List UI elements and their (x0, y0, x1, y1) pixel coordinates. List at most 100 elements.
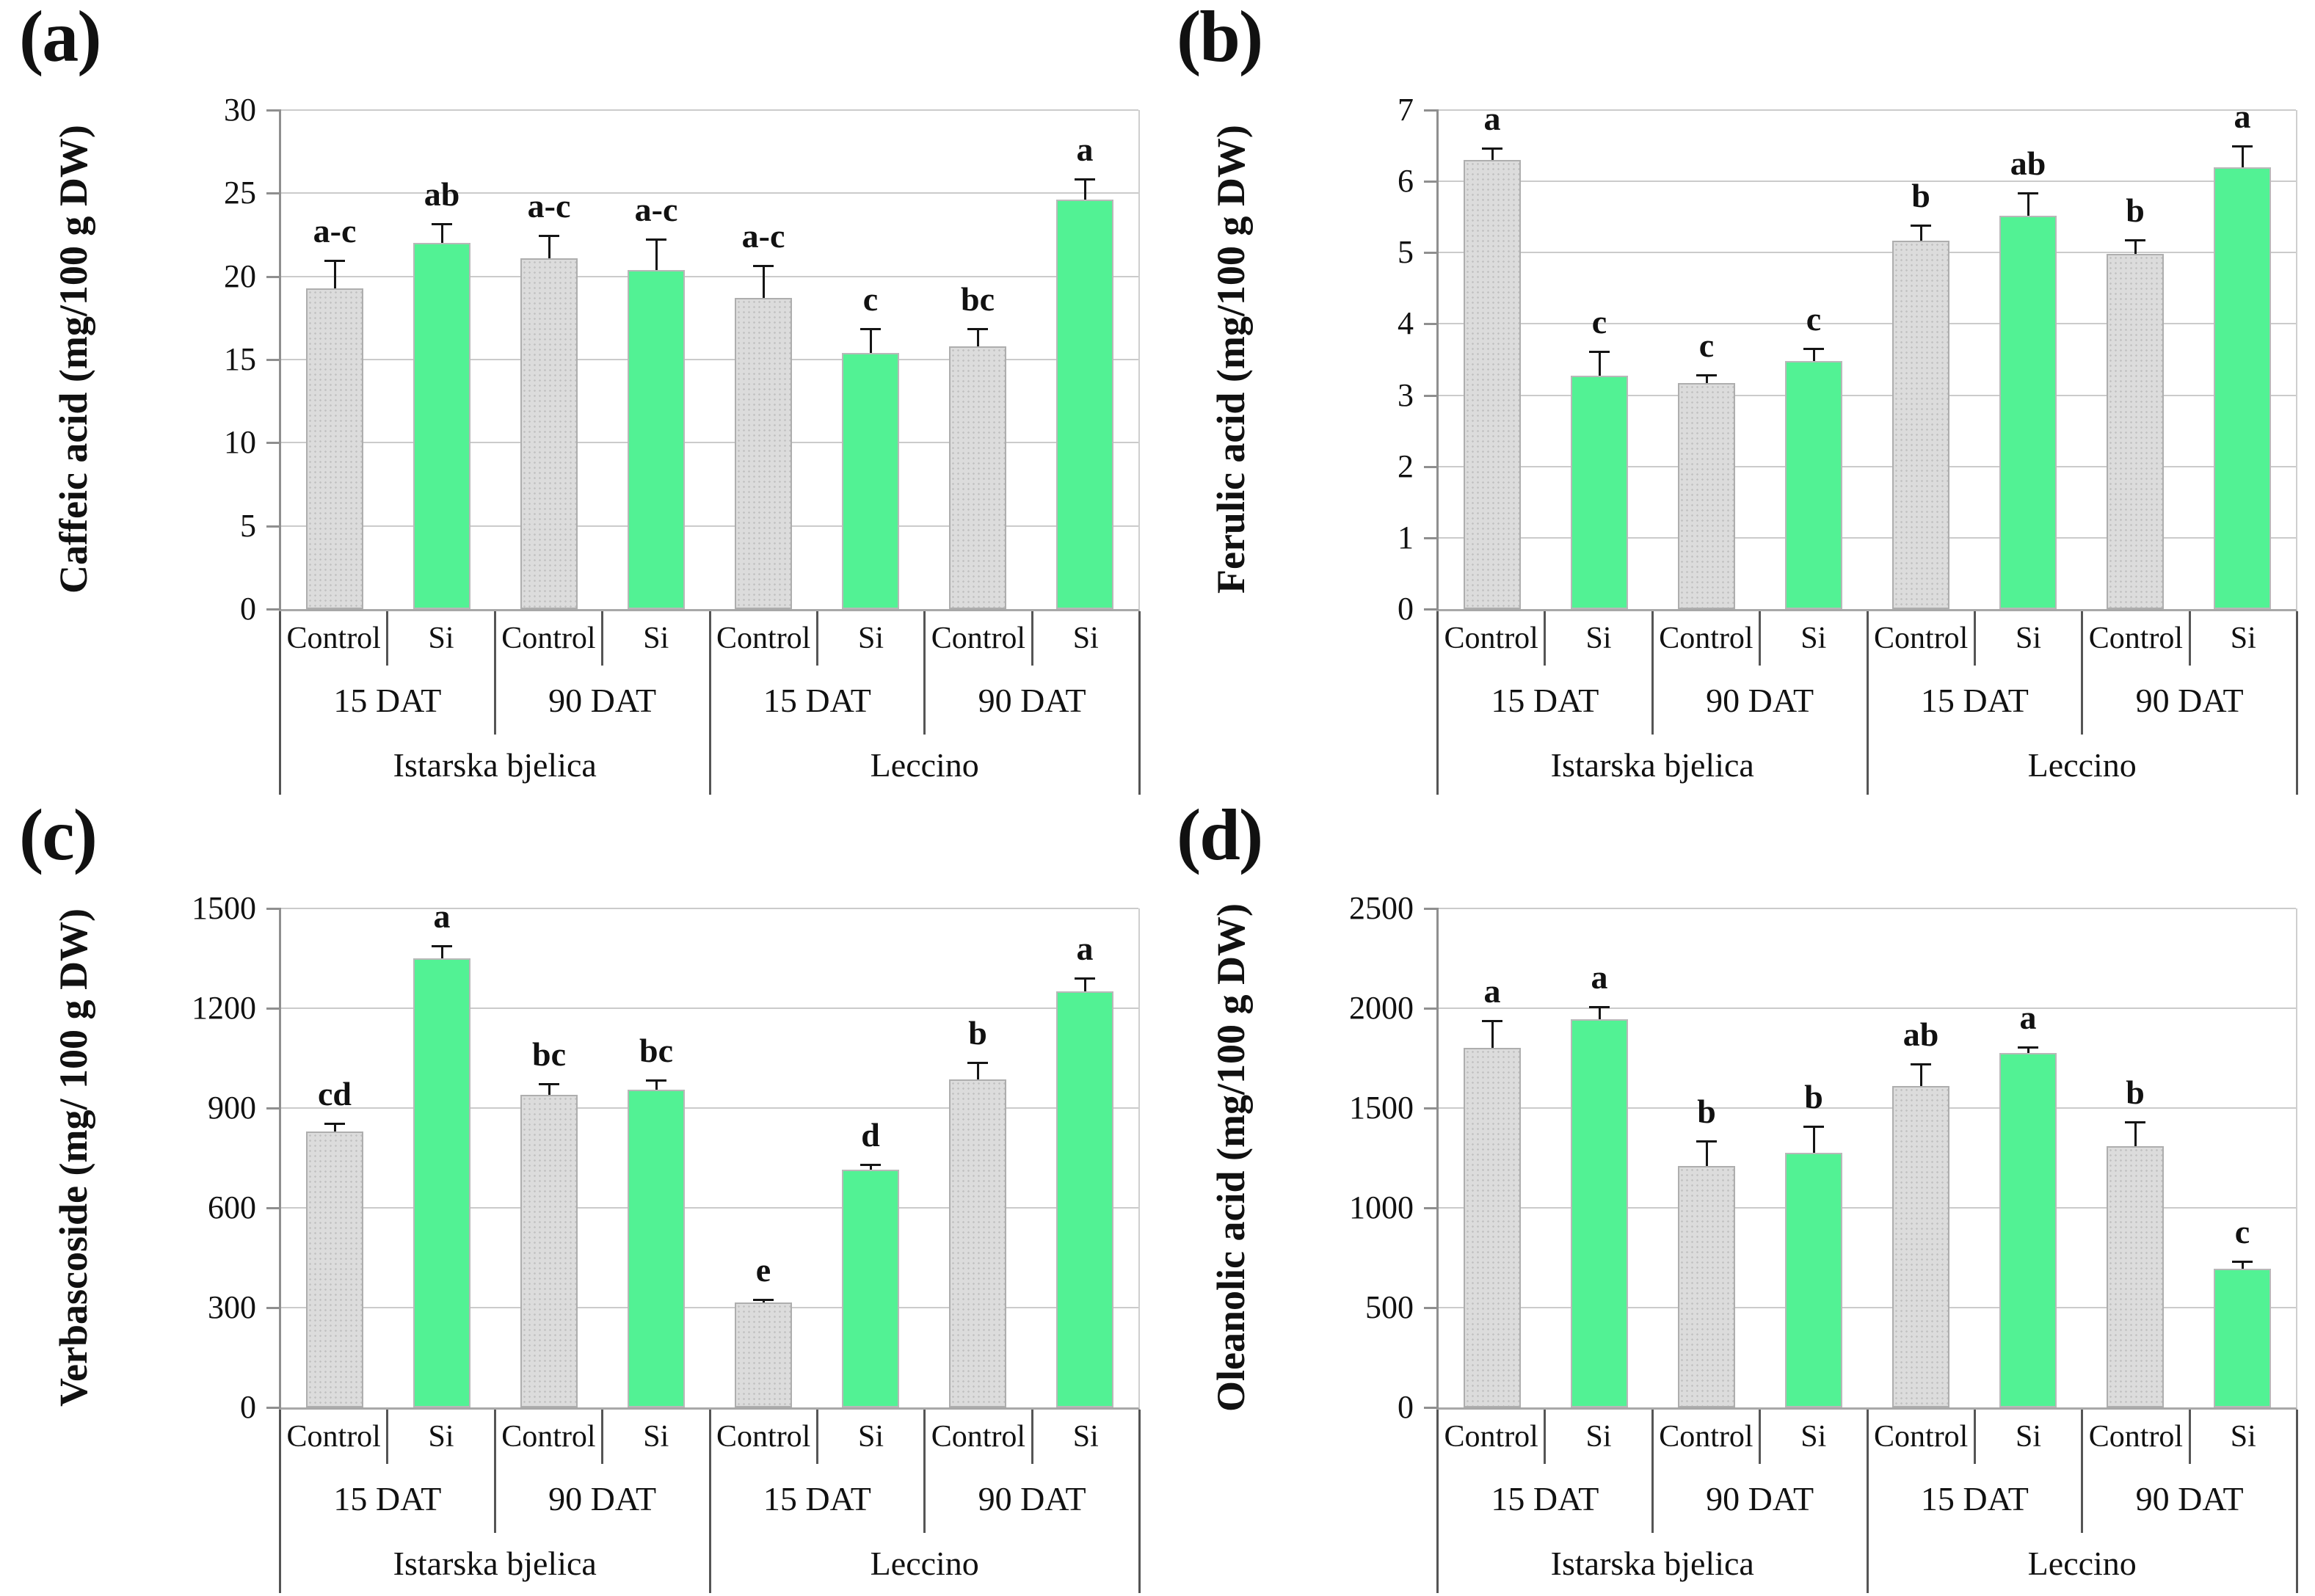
bar-control (520, 1094, 578, 1407)
y-axis-tick-label: 7 (1398, 92, 1414, 128)
gridline (281, 525, 1138, 527)
time-group: Control Si 15 DAT (1439, 1410, 1654, 1533)
error-bar-cap (1482, 1019, 1502, 1022)
gridline (281, 442, 1138, 444)
treatment-label: Si (2230, 622, 2256, 655)
error-bar-cap (2125, 238, 2145, 241)
gridline (281, 908, 1138, 909)
y-axis-tick-label: 300 (208, 1289, 256, 1325)
bar-si (1785, 360, 1842, 609)
treatment-row: Control Si (926, 611, 1138, 666)
bar-control (306, 288, 363, 609)
gridline (281, 359, 1138, 360)
bar-control (306, 1131, 363, 1407)
treatment-label: Control (496, 1410, 604, 1464)
error-bar-cap (646, 1079, 666, 1082)
y-axis-tick-label: 25 (224, 175, 256, 211)
bar-control (1678, 1165, 1735, 1407)
significance-letter: c (1806, 300, 1822, 338)
time-group: Control Si 15 DAT (1439, 611, 1654, 735)
bar-si (628, 1090, 685, 1407)
significance-letter: a-c (741, 217, 785, 255)
bar-control (1464, 160, 1521, 609)
significance-letter: a (2019, 998, 2037, 1036)
significance-letter: d (861, 1115, 880, 1154)
y-axis-tick-label: 2000 (1349, 990, 1414, 1026)
time-label: 15 DAT (333, 1479, 442, 1517)
y-axis-tick-label: 0 (240, 1389, 256, 1425)
error-bar-cap (432, 223, 452, 226)
error-bar-cap (1589, 351, 1610, 354)
error-bar-line (548, 1085, 550, 1095)
panel-verbascoside: (c) Verbascoside (mg/ 100 g DW) 0 300 600 9… (0, 794, 1158, 1596)
error-bar-line (440, 225, 443, 244)
bar-control (2107, 1145, 2164, 1407)
y-axis-tick-mark (1424, 608, 1439, 611)
treatment-row: Control Si (496, 1410, 709, 1464)
panel-oleanolic-acid: (d) Oleanolic acid (mg/100 g DW) 0 500 100… (1158, 794, 2315, 1596)
error-bar-line (869, 329, 872, 353)
y-axis-tick-label: 1000 (1349, 1189, 1414, 1225)
gridline (1439, 536, 2296, 539)
significance-letter: b (968, 1013, 987, 1052)
bar-si (842, 1169, 899, 1407)
error-bar-cap (1803, 348, 1824, 351)
treatment-label: Control (926, 1410, 1033, 1464)
y-axis-tick-mark (1424, 1207, 1439, 1209)
bar-control (949, 346, 1006, 609)
treatment-row: Control Si (2083, 1410, 2296, 1464)
y-axis-tick-mark (1424, 252, 1439, 255)
error-bar-cap (1696, 1140, 1717, 1143)
bar-control (949, 1079, 1006, 1407)
gridline (1439, 1207, 2296, 1209)
error-bar-cap (753, 265, 774, 268)
time-group-row: Control Si 15 DAT Control Si 90 DAT (281, 611, 709, 735)
error-bar-line (1705, 1142, 1708, 1166)
error-bar-cap (432, 944, 452, 947)
error-bar-line (762, 266, 765, 299)
y-axis-tick-label: 2 (1398, 448, 1414, 484)
y-axis-tick-label: 5 (240, 507, 256, 544)
treatment-label: Control (711, 611, 818, 666)
treatment-row: Control Si (2083, 611, 2296, 666)
plot-area-verbascoside: 0 300 600 900 1200 1500 cd a bc bc e d b a (192, 892, 1140, 1424)
bar-si (2214, 167, 2271, 609)
error-bar-cap (2018, 1046, 2038, 1049)
error-bar-line (2134, 1122, 2137, 1146)
bar-si (1056, 200, 1113, 609)
time-group: Control Si 90 DAT (926, 1410, 1138, 1533)
gridline (1439, 1107, 2296, 1109)
cultivar-label: Istarska bjelica (393, 746, 597, 784)
y-axis-tick-label: 15 (224, 341, 256, 377)
gridline (281, 1207, 1138, 1209)
time-label: 90 DAT (2135, 681, 2244, 719)
treatment-row: Control Si (496, 611, 709, 666)
treatment-row: Control Si (1654, 611, 1867, 666)
y-axis-tick-label: 5 (1398, 234, 1414, 271)
category-axis-ferulic-acid: Control Si 15 DAT Control Si 90 DAT Istarska b… (1436, 611, 2298, 795)
y-axis-tick-label: 500 (1365, 1289, 1414, 1325)
significance-letter: c (862, 280, 879, 318)
bar-si (628, 269, 685, 609)
significance-letter: a-c (527, 187, 571, 225)
error-bar-line (655, 239, 658, 270)
bar-si (1999, 1053, 2057, 1407)
cultivar-group: Control Si 15 DAT Control Si 90 DAT Istarska b… (281, 1410, 711, 1593)
error-bar-line (548, 236, 550, 258)
cultivar-label: Leccino (870, 746, 979, 784)
significance-letter: c (1591, 303, 1607, 341)
panel-label-d: (d) (1177, 794, 1263, 875)
bar-control (1678, 383, 1735, 609)
error-bar-cap (1803, 1125, 1824, 1128)
y-axis-tick-mark (1424, 465, 1439, 468)
y-axis-tick-mark (1424, 908, 1439, 910)
treatment-label: Si (1585, 622, 1612, 655)
time-group: Control Si 90 DAT (496, 611, 709, 735)
time-group: Control Si 90 DAT (2083, 611, 2296, 735)
gridline (1439, 1007, 2296, 1009)
error-bar-line (762, 1300, 765, 1303)
significance-letter: a (1076, 131, 1094, 169)
time-group-row: Control Si 15 DAT Control Si 90 DAT (1869, 1410, 2297, 1533)
y-axis-tick-label: 1200 (192, 990, 256, 1026)
y-axis-tick-mark (1424, 536, 1439, 539)
